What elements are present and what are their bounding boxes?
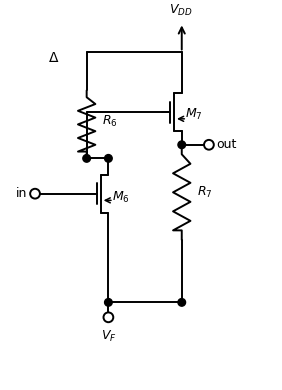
Text: $R_7$: $R_7$ — [197, 185, 212, 200]
Circle shape — [83, 154, 91, 162]
Text: $M_6$: $M_6$ — [112, 190, 129, 205]
Circle shape — [103, 312, 113, 322]
Circle shape — [30, 189, 40, 199]
Text: out: out — [217, 138, 237, 151]
Text: $R_6$: $R_6$ — [102, 114, 117, 129]
Circle shape — [105, 299, 112, 306]
Text: $\Delta$: $\Delta$ — [49, 51, 60, 65]
Circle shape — [178, 141, 186, 149]
Text: in: in — [16, 187, 27, 200]
Circle shape — [178, 299, 186, 306]
Text: $M_7$: $M_7$ — [185, 107, 203, 122]
Circle shape — [105, 154, 112, 162]
Text: $V_F$: $V_F$ — [101, 329, 116, 344]
Circle shape — [204, 140, 214, 150]
Text: $V_{DD}$: $V_{DD}$ — [169, 2, 192, 18]
